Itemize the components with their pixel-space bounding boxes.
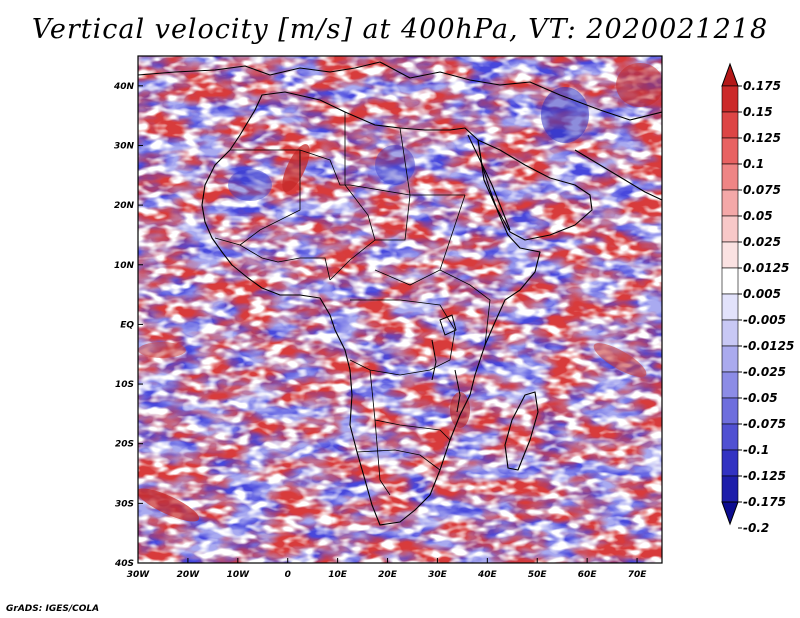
colorbar-label: 0.075: [743, 183, 781, 197]
updraft-sahara: [282, 144, 310, 192]
colorbar-swatch: [721, 85, 739, 113]
colorbar-label: 0.125: [743, 131, 781, 145]
colorbar-label: -0.1: [743, 443, 769, 457]
downdraft-libya: [375, 145, 415, 185]
lon-tick-label: 30W: [127, 570, 151, 580]
downdraft-arabia: [541, 87, 589, 143]
lon-tick-label: 50E: [528, 570, 548, 580]
colorbar-label: 0.175: [743, 79, 781, 93]
updraft-mozambique: [450, 392, 470, 428]
lat-tick-label: 10S: [115, 380, 134, 390]
madagascar: [504, 391, 539, 471]
lon-tick-label: 10E: [328, 570, 348, 580]
colorbar-label: -0.075: [743, 417, 786, 431]
colorbar-swatch: [721, 371, 739, 399]
colorbar-label: 0.05: [743, 209, 773, 223]
colorbar-label: 0.1: [743, 157, 764, 171]
lat-tick-label: 20S: [115, 440, 134, 450]
lon-tick-label: 40E: [477, 570, 498, 580]
colorbar-swatch: [721, 449, 739, 477]
lon-tick-label: 60E: [578, 570, 598, 580]
colorbar-swatch: [721, 475, 739, 503]
axis-ticks: 30W 20W 10W 0 10E 20E 30E 40E 50E 60E 70E 40S 30S 20S…: [113, 82, 647, 580]
colorbar-swatch: [721, 345, 739, 373]
lon-tick-label: 20E: [378, 570, 398, 580]
chart-title: Vertical velocity [m/s] at 400hPa, VT: 2…: [31, 14, 769, 45]
colorbar-swatch: [721, 423, 739, 451]
plot-frame: [137, 55, 663, 564]
lat-tick-label: 40S: [114, 559, 134, 569]
persian-gulf: [574, 149, 662, 201]
colorbar-label: -0.175: [743, 495, 786, 509]
coastlines: [138, 61, 662, 526]
lon-tick-label: 70E: [628, 570, 648, 580]
colorbar-swatch: [721, 319, 739, 347]
updraft-indian-ocean: [593, 343, 647, 377]
colorbar-label: 0.15: [743, 105, 773, 119]
colorbar-swatch: [721, 163, 739, 191]
colorbar-label: -0.025: [743, 365, 786, 379]
lon-tick-label: 0: [285, 570, 291, 580]
colorbar-swatch: [721, 267, 739, 295]
colorbar-label: -0.2: [743, 521, 769, 535]
lat-tick-label: 40N: [113, 82, 135, 92]
lon-tick-label: 20W: [177, 570, 201, 580]
colorbar-swatch: [721, 189, 739, 217]
updraft-iran: [616, 63, 662, 107]
colorbar-label: -0.05: [743, 391, 778, 405]
lakes: [431, 314, 461, 413]
africa-coastline: [201, 91, 541, 526]
colorbar-max-arrow: [721, 62, 739, 87]
lat-tick-label: 10N: [114, 261, 135, 271]
lat-tick-label: 30N: [114, 141, 135, 151]
grads-credit: GrADS: IGES/COLA: [6, 604, 100, 614]
colorbar-swatch: [721, 241, 739, 269]
lon-tick-label: 30E: [428, 570, 448, 580]
lon-tick-label: 10W: [227, 570, 251, 580]
colorbar-label: -0.0125: [743, 339, 794, 353]
updraft-atlantic-south: [138, 488, 200, 522]
mediterranean-north: [138, 61, 662, 121]
arabian-peninsula: [477, 139, 593, 241]
colorbar: 0.175 0.15 0.125 0.1 0.075 0.05 0.025 0.0125 0.0…: [721, 62, 794, 535]
lat-tick-label: 20N: [114, 201, 135, 211]
colorbar-label: -0.125: [743, 469, 786, 483]
downdraft-mali: [228, 169, 272, 201]
colorbar-swatch: [721, 111, 739, 139]
lat-tick-label: 30S: [115, 499, 134, 509]
red-sea: [467, 134, 511, 231]
lat-tick-label: EQ: [120, 320, 134, 330]
colorbar-swatch: [721, 137, 739, 165]
colorbar-swatch: [721, 397, 739, 425]
colorbar-swatch: [721, 215, 739, 243]
colorbar-label: -0.005: [743, 313, 786, 327]
colorbar-min-arrow: [721, 501, 739, 526]
colorbar-label: 0.0125: [743, 261, 789, 275]
colorbar-label: 0.025: [743, 235, 781, 249]
colorbar-swatch: [721, 293, 739, 321]
colorbar-label: 0.005: [743, 287, 781, 301]
updraft-gulf-guinea: [138, 342, 186, 358]
country-borders: [214, 112, 491, 496]
velocity-field: [138, 56, 662, 563]
